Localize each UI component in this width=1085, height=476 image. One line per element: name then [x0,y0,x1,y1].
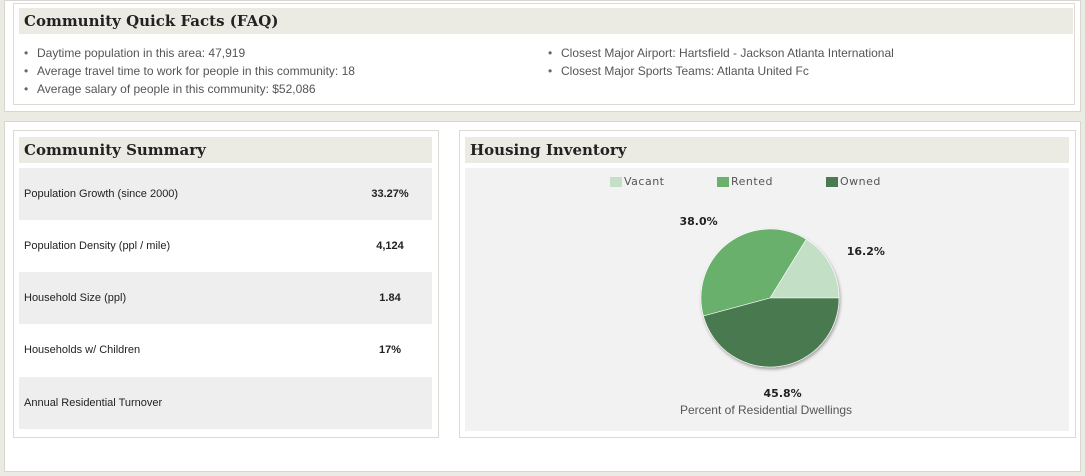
table-row: Population Density (ppl / mile) 4,124 [19,220,432,272]
faq-item-daytime-population: Daytime population in this area: 47,919 [20,44,530,62]
row-value: 33.27% [371,188,409,200]
pie-label-rented: 38.0% [680,215,718,228]
pie-chart: 16.2% 38.0% 45.8% Percent of Residential D… [680,215,885,417]
table-row: Household Size (ppl) 1.84 [19,272,432,324]
faq-title: Community Quick Facts (FAQ) [19,8,1073,34]
table-row: Population Growth (since 2000) 33.27% [19,168,432,220]
row-value: 1.84 [379,292,401,304]
row-label: Population Growth (since 2000) [24,188,179,200]
community-summary-title: Community Summary [19,137,432,163]
row-label: Population Density (ppl / mile) [24,240,171,252]
faq-item-airport: Closest Major Airport: Hartsfield - Jack… [544,44,1064,62]
pie-slice-vacant[interactable] [769,238,840,299]
faq-item-travel-time: Average travel time to work for people i… [20,62,530,80]
faq-right-list: Closest Major Airport: Hartsfield - Jack… [544,44,1064,80]
table-row: Annual Residential Turnover [19,377,432,429]
legend-swatch-owned [826,177,838,187]
legend-swatch-vacant [610,177,622,187]
housing-inventory-title: Housing Inventory [465,137,1069,163]
legend-label-owned[interactable]: Owned [840,175,881,188]
faq-item-sports-teams: Closest Major Sports Teams: Atlanta Unit… [544,62,1064,80]
faq-left-list: Daytime population in this area: 47,919 … [20,44,530,98]
row-value: 4,124 [376,240,404,252]
row-value: 17% [378,344,402,356]
row-label: Households w/ Children [24,344,141,356]
row-label: Annual Residential Turnover [24,397,163,409]
housing-chart: Vacant Rented Owned 16.2% 38.0% 45.8% Percen… [465,168,1069,431]
pie-slice-owned[interactable] [703,297,840,368]
pie-slice-rented[interactable] [700,228,807,317]
summary-table: Population Growth (since 2000) 33.27% Po… [19,168,432,430]
table-row: Households w/ Children 17% [19,324,432,376]
pie-label-vacant: 16.2% [847,245,885,258]
pie-label-owned: 45.8% [764,387,802,400]
details-panel: Community Summary Population Growth (sin… [4,121,1081,472]
faq-panel: Community Quick Facts (FAQ) Daytime popu… [4,0,1081,112]
legend-label-vacant[interactable]: Vacant [624,175,665,188]
pie-labels: 16.2% 38.0% 45.8% [680,215,885,400]
chart-caption: Percent of Residential Dwellings [680,403,852,417]
legend-swatch-rented [717,177,729,187]
pie-slices [700,228,840,368]
row-label: Household Size (ppl) [24,292,127,304]
faq-item-average-salary: Average salary of people in this communi… [20,80,530,98]
legend-label-rented[interactable]: Rented [731,175,773,188]
